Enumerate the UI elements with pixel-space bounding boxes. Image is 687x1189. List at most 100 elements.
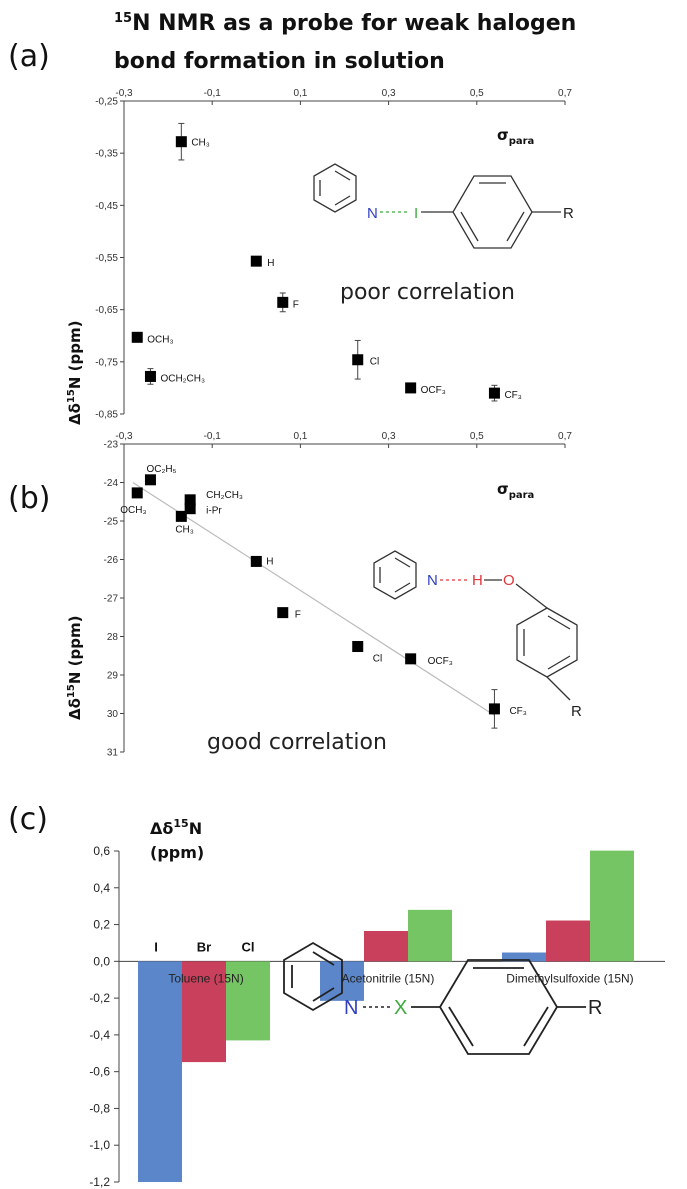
point-label: i-Pr [206, 506, 222, 517]
x-tick-label: 0,7 [558, 88, 572, 99]
figure-title-line2: bond formation in solution [114, 49, 445, 74]
point-label: OCF₃ [428, 656, 453, 667]
category-label: Acetonitrile (15N) [342, 971, 435, 985]
y-tick-label: -0,6 [89, 1065, 110, 1079]
point-label: H [267, 258, 274, 269]
panel-c-chart: 0,6 0,4 0,2 0,0 -0,2 -0,4 -0,6 -0,8 -1,0 -1,2 Δδ1… [89, 817, 665, 1189]
data-point [144, 370, 156, 382]
y-tick-label: 0,2 [93, 918, 110, 932]
x-tick-label: 0,1 [293, 431, 307, 442]
y-tick-label: -0,35 [95, 149, 118, 160]
point-label: CH₂CH₃ [206, 490, 243, 501]
point-label: OCH₂CH₃ [160, 373, 205, 384]
iodine-atom: I [414, 205, 418, 222]
y-tick-label: 0,4 [93, 881, 110, 895]
y-tick-label: -0,55 [95, 253, 118, 264]
panel-a-x-axis-label: σpara [497, 126, 534, 147]
r-group-a: R [563, 205, 574, 222]
point-label: Cl [373, 654, 382, 665]
y-tick-label: 0,6 [93, 844, 110, 858]
x-tick-label: -0,1 [204, 88, 222, 99]
bar [364, 930, 408, 962]
panel-b-annotation: good correlation [207, 730, 387, 755]
point-label: F [293, 299, 299, 310]
panel-c-label: (c) [8, 802, 48, 837]
panel-c-y-axis-unit: (ppm) [150, 843, 204, 862]
x-tick-label: 0,3 [382, 431, 396, 442]
y-tick-label: -26 [104, 555, 119, 566]
figure-title-line1: 15N NMR as a probe for weak halogen [114, 11, 576, 36]
halogen-atom: X [394, 997, 407, 1019]
point-label: OCH₃ [147, 334, 173, 345]
point-label: CH₃ [191, 138, 210, 149]
x-tick-label: -0,3 [115, 431, 133, 442]
point-label: OCF₃ [421, 385, 446, 396]
title-superscript: 15 [114, 11, 132, 26]
bar [182, 961, 226, 1063]
y-tick-label: -0,45 [95, 201, 118, 212]
bar [590, 850, 634, 962]
point-label: OCH₃ [120, 505, 146, 516]
y-tick-label: 31 [107, 748, 119, 759]
category-label: Dimethylsulfoxide (15N) [506, 971, 633, 985]
panel-a-chart: -0,3 -0,1 0,1 0,3 0,5 0,7 -0,25 -0,35 -0,45 -0,55… [66, 88, 574, 425]
y-tick-label: 0,0 [93, 954, 110, 968]
point-label: CF₃ [504, 390, 521, 401]
panel-a-axes: -0,3 -0,1 0,1 0,3 0,5 0,7 -0,25 -0,35 -0,45 -0,55… [95, 88, 572, 421]
panel-b-axes: -0,3 -0,1 0,1 0,3 0,5 0,7 -23 -24 -25 -26 -27 28 29 3… [104, 431, 573, 759]
nitrogen-atom-c: N [344, 997, 358, 1019]
data-point [405, 382, 417, 394]
r-group-b: R [571, 703, 582, 720]
panel-c-bars: Toluene (15N) Acetonitrile (15N) Dimethyls… [138, 850, 634, 1182]
y-tick-label: 30 [107, 709, 119, 720]
panel-a-annotation: poor correlation [340, 280, 515, 305]
bar [546, 920, 590, 962]
bar [502, 952, 546, 962]
y-tick-label: -0,25 [95, 97, 118, 108]
y-tick-label: -25 [104, 517, 119, 528]
x-tick-label: 0,3 [382, 88, 396, 99]
category-label: Toluene (15N) [168, 971, 243, 985]
y-tick-label: 29 [107, 671, 119, 682]
y-tick-label: -23 [104, 440, 119, 451]
data-point [405, 653, 417, 665]
y-tick-label: -0,8 [89, 1101, 110, 1115]
x-tick-label: 0,5 [470, 431, 484, 442]
panel-a-points: CH₃ H F OCH₃ OCH₂CH₃ Cl OCF₃ CF₃ [131, 122, 522, 402]
bar [408, 909, 452, 962]
point-label: OC₂H₅ [146, 464, 176, 475]
data-point [184, 503, 196, 515]
panel-b-x-axis-label: σpara [497, 480, 534, 501]
panel-b-label: (b) [8, 481, 50, 516]
y-tick-label: -0,65 [95, 305, 118, 316]
y-tick-label: -0,4 [89, 1028, 110, 1042]
point-label: F [295, 610, 301, 621]
data-point [488, 703, 500, 715]
data-point [352, 641, 364, 653]
hydrogen-atom: H [472, 572, 483, 589]
bar [226, 961, 270, 1041]
y-tick-label: -24 [104, 478, 119, 489]
nitrogen-atom-b: N [427, 572, 438, 589]
x-tick-label: -0,1 [204, 431, 222, 442]
panel-b-y-axis-label: Δδ15N (ppm) [66, 616, 84, 720]
pyridine-phenol-structure: N H O R [373, 550, 582, 720]
point-label: H [266, 556, 273, 567]
panel-c-y-axis-label: Δδ15N [150, 817, 202, 838]
y-tick-label: -1,2 [89, 1175, 110, 1189]
y-tick-label: -1,0 [89, 1138, 110, 1152]
x-tick-label: -0,3 [115, 88, 133, 99]
panel-a-label: (a) [8, 39, 50, 74]
point-label: CH₃ [175, 524, 194, 535]
x-tick-label: 0,7 [558, 431, 572, 442]
data-point [175, 510, 187, 522]
y-tick-label: -0,2 [89, 991, 110, 1005]
y-tick-label: -0,75 [95, 357, 118, 368]
point-label: CF₃ [509, 706, 526, 717]
panel-a-y-axis-label: Δδ15N (ppm) [66, 321, 84, 425]
oxygen-atom: O [503, 572, 515, 589]
data-point [352, 354, 364, 366]
point-label: Cl [370, 357, 379, 368]
bar [138, 961, 182, 1182]
y-tick-label: 28 [107, 632, 119, 643]
